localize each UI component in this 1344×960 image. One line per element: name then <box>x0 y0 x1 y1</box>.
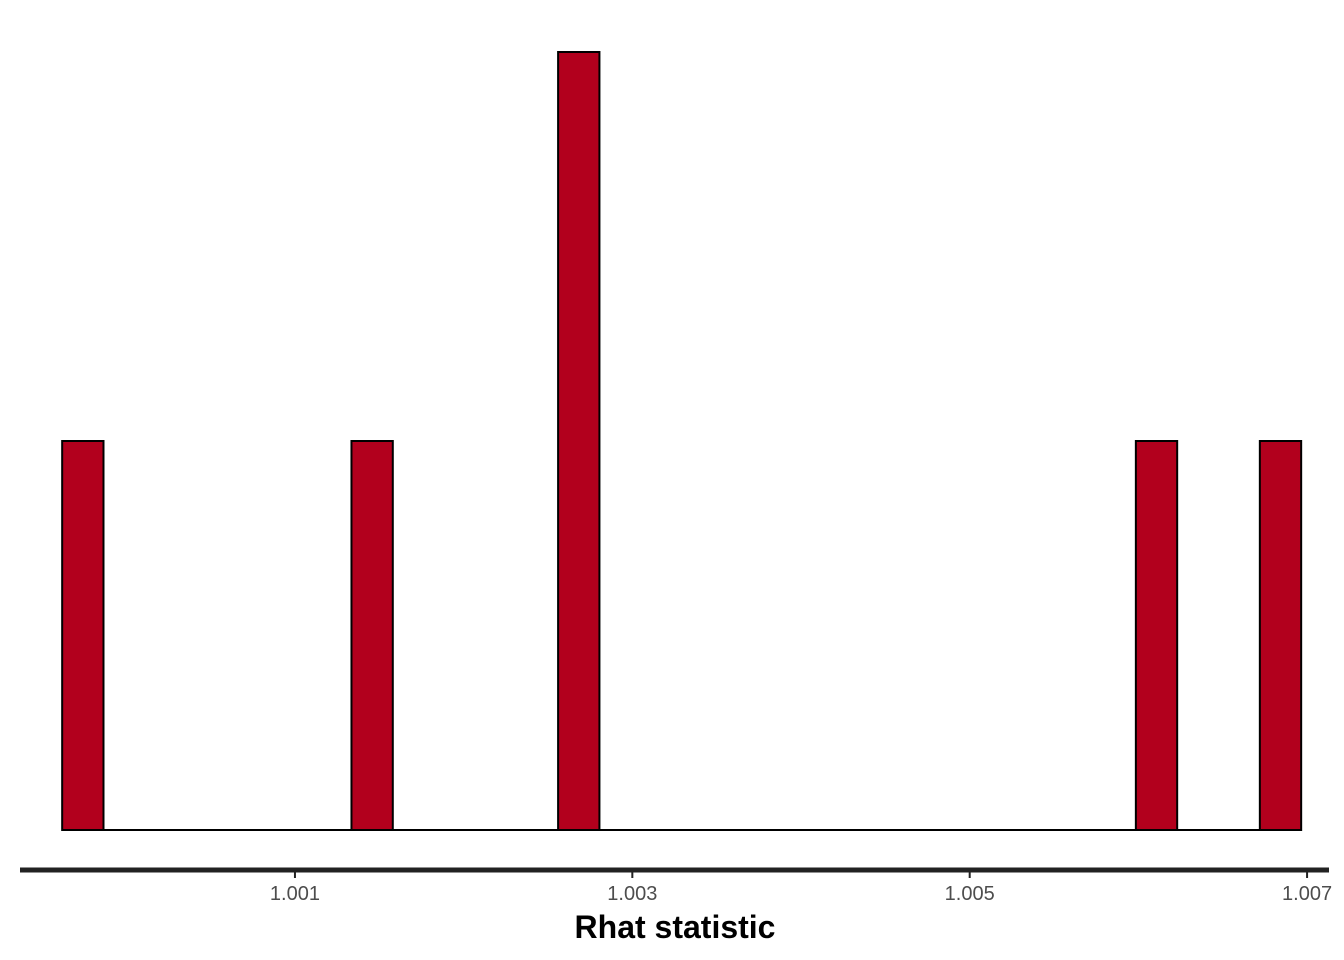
histogram-bar-1 <box>61 440 105 831</box>
x-tick-label: 1.003 <box>607 883 657 905</box>
histogram-bar-3 <box>557 51 601 831</box>
x-tick-label: 1.001 <box>270 883 320 905</box>
histogram-bars <box>61 51 1303 831</box>
histogram-bar-5 <box>1258 440 1303 831</box>
x-tick-label: 1.007 <box>1282 883 1332 905</box>
x-axis-title: Rhat statistic <box>575 909 776 945</box>
x-tick-label: 1.005 <box>945 883 995 905</box>
histogram-bar-4 <box>1134 440 1179 831</box>
histogram-bar-2 <box>350 440 394 831</box>
x-axis-ticks: 1.001 1.003 1.005 1.007 <box>270 870 1332 905</box>
